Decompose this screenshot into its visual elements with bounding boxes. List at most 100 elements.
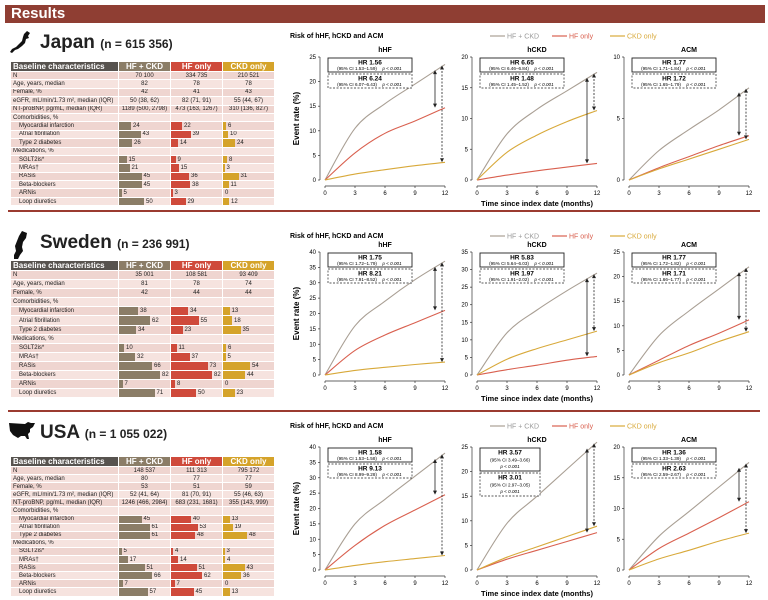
bar-cell: 43: [119, 130, 171, 139]
hr-p: p < 0.001: [381, 66, 402, 71]
arrowhead-icon: [433, 458, 437, 495]
x-tick-label: 9: [565, 581, 569, 587]
hr-p: p < 0.001: [685, 261, 706, 266]
bar-cell: 61: [119, 523, 171, 531]
bar-value: 66: [154, 572, 161, 579]
series-line-hf-only: [324, 309, 446, 376]
column-header: HF + CKD: [119, 457, 171, 466]
arrowhead-icon: [592, 73, 596, 111]
hr-p: p < 0.001: [499, 464, 520, 469]
section-divider: [8, 410, 760, 412]
bar-cell: 48: [223, 531, 275, 539]
series-line-hf-ckd: [476, 71, 598, 181]
percent-bar: [223, 371, 245, 380]
x-tick-label: 12: [442, 581, 449, 587]
percent-bar: [171, 164, 179, 172]
panel-title: hCKD: [527, 437, 546, 444]
y-tick-label: 30: [461, 268, 468, 274]
bar-cell: 62: [119, 316, 171, 325]
bar-value: 5: [123, 190, 127, 197]
hr-ci: (95% CI 1.45–1.52): [489, 82, 529, 87]
x-tick-label: 9: [565, 191, 569, 197]
column-header: Baseline characteristics: [11, 62, 119, 71]
sweden-map-icon: [8, 230, 30, 265]
row-label: Age, years, median: [11, 80, 119, 88]
percent-bar: [119, 572, 152, 580]
legend-label: CKD only: [627, 424, 657, 431]
bar-cell: 61: [119, 531, 171, 539]
percent-bar: [171, 564, 197, 572]
legend-label: HF + CKD: [507, 234, 539, 241]
table-row: NT-proBNP, pg/mL, median (IQR) 1189 (500,…: [11, 105, 275, 114]
percent-bar: [223, 361, 250, 371]
x-tick-label: 0: [323, 191, 327, 197]
y-tick-label: 40: [309, 250, 316, 256]
bar-cell: 66: [119, 361, 171, 371]
x-axis-label: Time since index date (months): [481, 589, 593, 598]
row-label: Loop diuretics: [11, 389, 119, 398]
row-label: Beta-blockers: [11, 181, 119, 189]
bar-value: 51: [146, 564, 154, 571]
y-tick-label: 15: [461, 86, 468, 92]
x-tick-label: 0: [475, 191, 479, 197]
percent-bar: [171, 580, 175, 588]
bar-cell: 38: [119, 307, 171, 316]
percent-bar: [119, 181, 142, 189]
bar-value: 12: [231, 198, 238, 205]
table-row: Atrial fibrillation 61 53 19: [11, 523, 275, 532]
y-tick-label: 5: [313, 358, 317, 364]
bar-value: 17: [129, 556, 137, 563]
y-tick-label: 15: [613, 476, 620, 482]
empty-cell: [171, 507, 223, 515]
bar-value: 0: [225, 190, 229, 197]
baseline-table-sweden: Baseline characteristics HF + CKD HF only C…: [11, 261, 275, 399]
hr-ci: (95% CI 1.65–1.79): [641, 82, 681, 87]
cell-value: 795 172: [223, 467, 275, 475]
legend-label: CKD only: [627, 34, 657, 41]
hr-value: HR 1.72: [662, 76, 686, 83]
bar-value: 45: [195, 588, 203, 595]
hr-ci: (95% CI 2.59–2.67): [641, 472, 681, 477]
y-tick-label: 25: [309, 296, 316, 302]
percent-bar: [223, 588, 230, 596]
hr-box-solid: [327, 447, 413, 463]
cell-value: 93 409: [223, 271, 275, 280]
cell-value: 55 (44, 67): [223, 97, 275, 105]
x-tick-label: 3: [505, 191, 509, 197]
row-label: eGFR, mL/min/1.73 m², median (IQR): [11, 491, 119, 499]
hr-ci: (95% CI 7.91–8.52): [337, 277, 377, 282]
table-row: Comorbidities, %: [11, 507, 275, 516]
bar-value: 0: [225, 381, 229, 388]
bar-cell: 54: [223, 361, 275, 371]
y-tick-label: 25: [461, 445, 468, 451]
bar-value: 18: [234, 317, 241, 324]
bar-cell: 43: [223, 564, 275, 572]
series-line-hf-only: [324, 494, 446, 571]
table-row: Beta-blockers 45 38 11: [11, 181, 275, 190]
bar-value: 13: [231, 516, 239, 523]
y-tick-label: 10: [461, 519, 468, 525]
bar-value: 13: [231, 588, 239, 595]
table-row: SGLT2is* 5 4 3: [11, 547, 275, 557]
table-row: Medications, %: [11, 334, 275, 344]
bar-value: 53: [199, 524, 207, 531]
bar-cell: 19: [223, 523, 275, 531]
percent-bar: [119, 172, 142, 181]
row-label: SGLT2is*: [11, 547, 119, 556]
bar-cell: 45: [119, 181, 171, 189]
table-row: Beta-blockers 82 82 44: [11, 371, 275, 381]
bar-value: 29: [187, 198, 195, 205]
bar-cell: 15: [171, 164, 223, 172]
x-tick-label: 0: [323, 386, 327, 392]
hr-value: HR 1.56: [358, 60, 382, 67]
table-row: Myocardial infarction 24 22 6: [11, 122, 275, 131]
bar-cell: 10: [119, 343, 171, 352]
series-line-hf-ckd: [324, 63, 446, 181]
y-tick-label: 30: [309, 476, 316, 482]
bar-value: 73: [209, 362, 217, 369]
hr-p: p < 0.001: [685, 82, 706, 87]
x-tick-label: 6: [383, 581, 387, 587]
bar-value: 38: [140, 308, 147, 315]
row-label: Female, %: [11, 483, 119, 491]
